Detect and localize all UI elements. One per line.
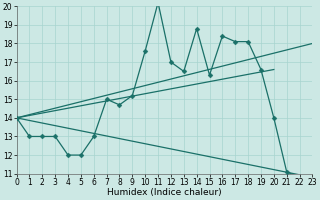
X-axis label: Humidex (Indice chaleur): Humidex (Indice chaleur) — [107, 188, 222, 197]
